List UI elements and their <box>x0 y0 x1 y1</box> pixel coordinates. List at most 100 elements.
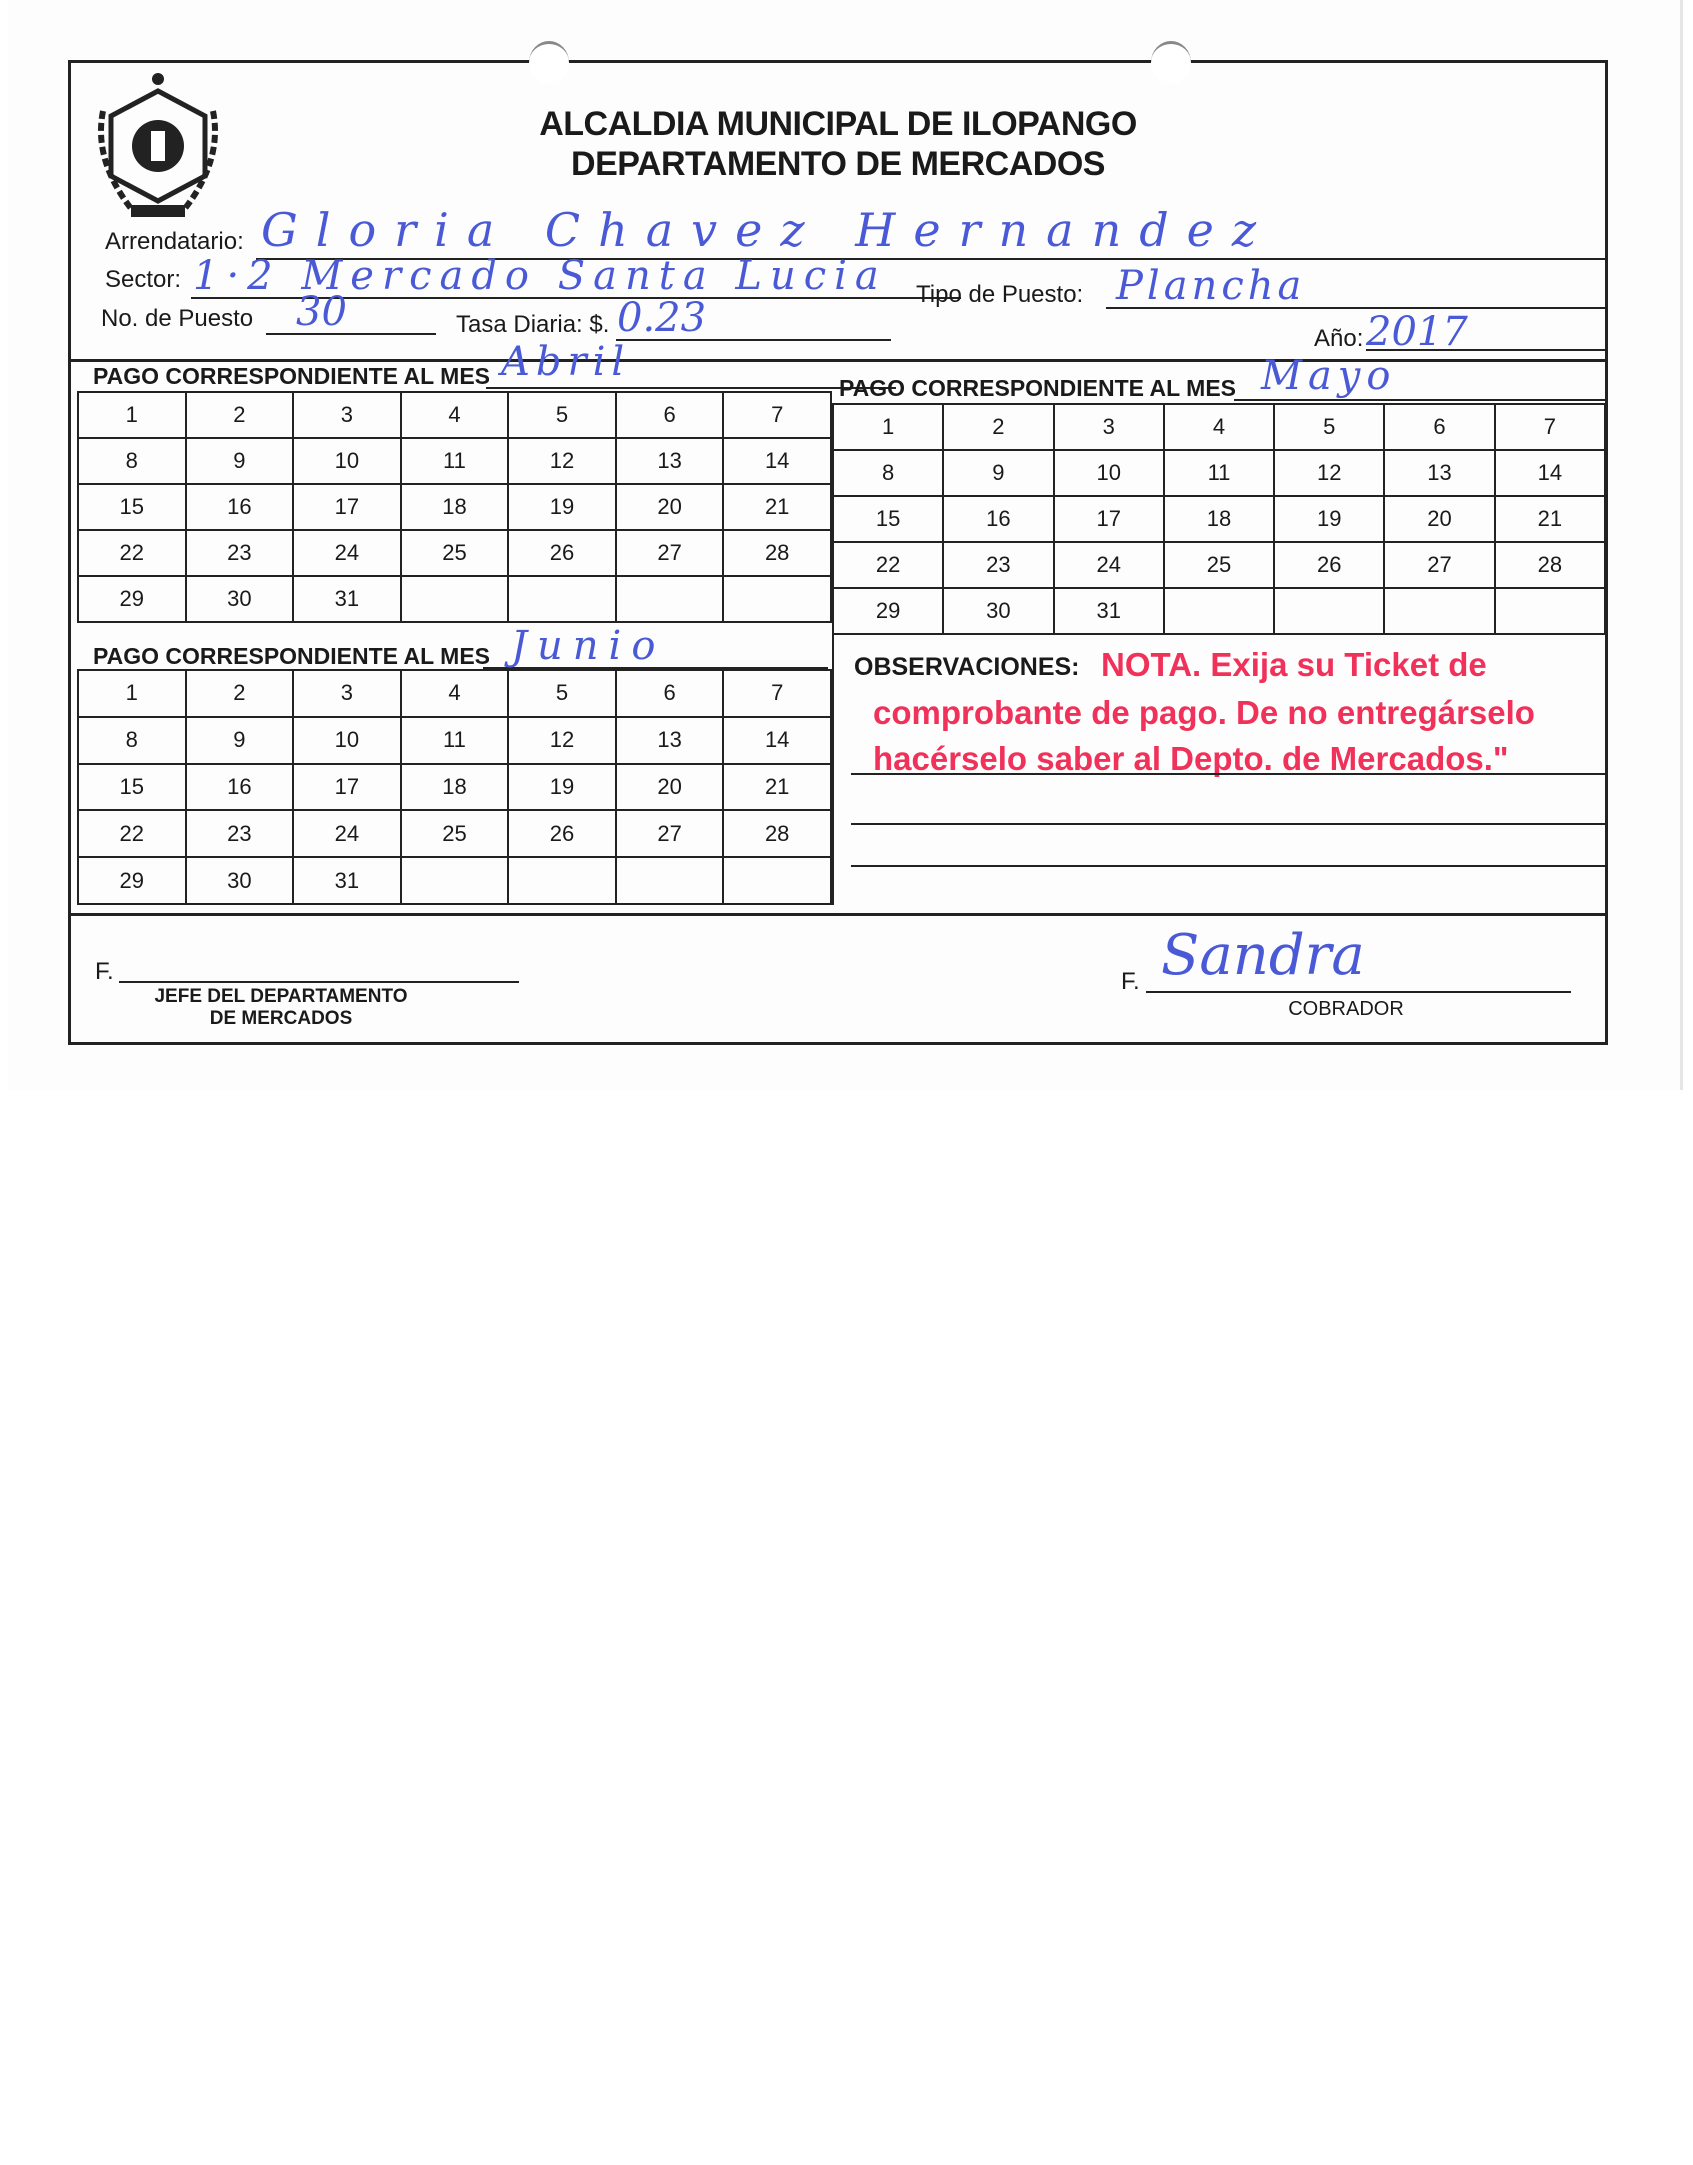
sector-label: Sector: <box>105 266 182 293</box>
day-cell: 1 <box>831 403 945 451</box>
sector-line <box>191 297 961 299</box>
day-cell: 8 <box>77 715 187 765</box>
day-cell: 26 <box>507 529 617 577</box>
day-cell: 12 <box>507 437 617 485</box>
month-label-april: PAGO CORRESPONDIENTE AL MES <box>93 363 491 389</box>
anio-value: 2017 <box>1366 309 1468 355</box>
month-label-may: PAGO CORRESPONDIENTE AL MES <box>839 375 1237 401</box>
puesto-line <box>266 333 436 335</box>
grid-row: 15 16 17 18 19 20 21 <box>831 495 1607 543</box>
tasa-value: 0.23 <box>617 295 707 341</box>
day-cell: 31 <box>292 856 402 905</box>
day-cell: 6 <box>1383 403 1496 451</box>
day-cell: 27 <box>1383 541 1496 589</box>
grid-row: 8 9 10 11 12 13 14 <box>77 437 832 485</box>
day-cell: 13 <box>614 437 725 485</box>
day-cell: 26 <box>507 809 617 859</box>
day-cell: 16 <box>942 495 1055 543</box>
month-value-may: Mayo <box>1261 353 1397 399</box>
day-cell: 2 <box>942 403 1055 451</box>
day-cell: 18 <box>399 762 510 812</box>
days-grid-june: 1 2 3 4 5 6 7 8 9 10 11 12 13 14 15 16 17 18 19 20 21 22 23 24 2… <box>77 669 832 905</box>
month-label-june: PAGO CORRESPONDIENTE AL MES <box>93 643 491 669</box>
payment-card: ALCALDIA MUNICIPAL DE ILOPANGO DEPARTAME… <box>68 41 1608 1045</box>
divider <box>71 913 1606 916</box>
cobrador-caption: COBRADOR <box>1288 998 1404 1020</box>
day-cell: 23 <box>184 809 295 859</box>
tasa-label: Tasa Diaria: $. <box>456 311 610 338</box>
day-cell: 31 <box>1052 587 1165 635</box>
day-cell: 31 <box>292 575 402 623</box>
day-cell: 23 <box>184 529 295 577</box>
day-cell <box>722 575 832 623</box>
jefe-caption-1: JEFE DEL DEPARTAMENTO <box>154 986 408 1007</box>
f-left: F. <box>95 958 114 985</box>
day-cell <box>614 856 725 905</box>
day-cell: 15 <box>77 762 187 812</box>
sector-value: 1·2 Mercado Santa Lucia <box>193 253 887 299</box>
anio-line <box>1366 349 1606 351</box>
day-cell: 22 <box>831 541 945 589</box>
grid-row: 22 23 24 25 26 27 28 <box>77 809 832 859</box>
day-cell: 21 <box>1493 495 1607 543</box>
day-cell: 25 <box>399 809 510 859</box>
day-cell: 11 <box>1162 449 1276 497</box>
day-cell <box>1383 587 1496 635</box>
day-cell <box>399 856 510 905</box>
day-cell: 4 <box>399 669 510 718</box>
day-cell: 3 <box>292 391 402 439</box>
day-cell: 9 <box>184 437 295 485</box>
day-cell: 10 <box>1052 449 1165 497</box>
signature-line-cobrador <box>1146 991 1571 993</box>
puesto-value: 30 <box>296 289 347 335</box>
day-cell: 4 <box>1162 403 1276 451</box>
day-cell: 28 <box>722 809 832 859</box>
day-cell: 16 <box>184 483 295 531</box>
day-cell: 5 <box>507 669 617 718</box>
day-cell: 6 <box>614 391 725 439</box>
f-right: F. <box>1121 968 1140 995</box>
day-cell: 20 <box>1383 495 1496 543</box>
grid-row: 29 30 31 <box>77 856 832 905</box>
day-cell: 10 <box>292 715 402 765</box>
day-cell <box>722 856 832 905</box>
day-cell: 16 <box>184 762 295 812</box>
days-grid-april: 1 2 3 4 5 6 7 8 9 10 11 12 13 14 15 16 17 18 19 20 21 22 23 24 2… <box>77 391 832 623</box>
day-cell: 18 <box>1162 495 1276 543</box>
puesto-label: No. de Puesto <box>101 305 254 332</box>
day-cell <box>1273 587 1386 635</box>
day-cell <box>507 856 617 905</box>
grid-row: 15 16 17 18 19 20 21 <box>77 762 832 812</box>
day-cell: 8 <box>831 449 945 497</box>
cobrador-signature: Sandra <box>1161 923 1365 988</box>
day-cell: 3 <box>1052 403 1165 451</box>
nota-line-1: NOTA. Exija su Ticket de <box>1101 646 1487 683</box>
signature-line-jefe <box>119 981 519 983</box>
month-line <box>486 387 896 389</box>
punch-hole <box>529 41 569 84</box>
day-cell: 25 <box>1162 541 1276 589</box>
day-cell: 24 <box>292 529 402 577</box>
jefe-caption-2: DE MERCADOS <box>209 1008 353 1029</box>
month-value-june: Junio <box>511 623 666 669</box>
day-cell: 28 <box>1493 541 1607 589</box>
tipo-label: Tipo de Puesto: <box>916 281 1084 308</box>
day-cell: 20 <box>614 483 725 531</box>
day-cell: 21 <box>722 762 832 812</box>
subtitle: DEPARTAMENTO DE MERCADOS <box>571 145 1105 183</box>
day-cell: 30 <box>184 575 295 623</box>
day-cell: 11 <box>399 715 510 765</box>
day-cell: 28 <box>722 529 832 577</box>
tipo-line <box>1106 307 1606 309</box>
day-cell: 2 <box>184 669 295 718</box>
day-cell: 21 <box>722 483 832 531</box>
day-cell: 20 <box>614 762 725 812</box>
obs-line <box>851 823 1606 825</box>
day-cell <box>1162 587 1276 635</box>
day-cell: 8 <box>77 437 187 485</box>
title: ALCALDIA MUNICIPAL DE ILOPANGO <box>539 105 1137 143</box>
day-cell: 13 <box>614 715 725 765</box>
grid-row: 29 30 31 <box>77 575 832 623</box>
